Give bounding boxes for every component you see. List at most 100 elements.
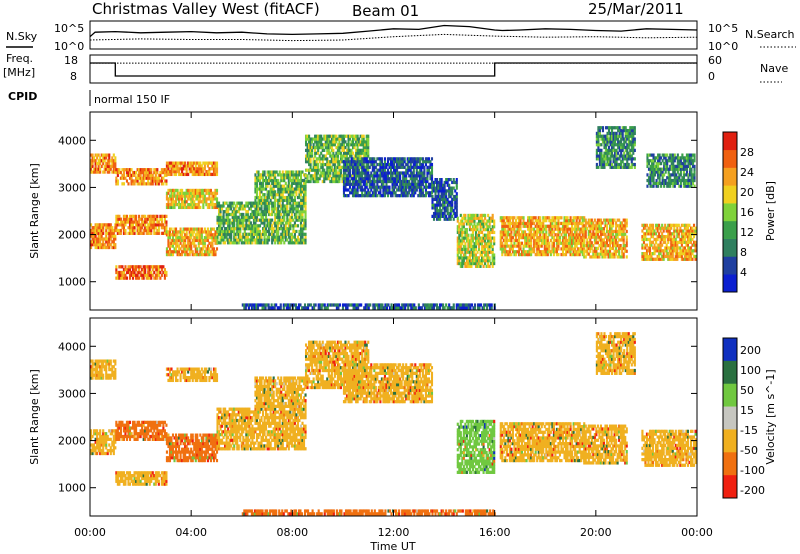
heatmap-cell — [461, 227, 464, 232]
nsearch-tick-bottom: 10^0 — [708, 40, 738, 53]
heatmap-cell — [205, 250, 208, 254]
heatmap-cell — [100, 226, 103, 230]
heatmap-cell — [420, 179, 423, 184]
heatmap-cell — [619, 224, 622, 228]
heatmap-cell — [124, 276, 127, 280]
heatmap-cell — [403, 185, 406, 189]
heatmap-cell — [580, 216, 583, 220]
heatmap-cell — [102, 237, 105, 241]
heatmap-cell — [148, 220, 151, 224]
heatmap-cell — [571, 221, 574, 226]
heatmap-cell — [327, 140, 330, 144]
heatmap-cell — [160, 220, 163, 224]
heatmap-cell — [312, 162, 315, 167]
heatmap-cell — [216, 218, 219, 222]
heatmap-cell — [527, 244, 530, 248]
heatmap-cell — [461, 230, 464, 235]
heatmap-cell — [128, 265, 132, 269]
heatmap-cell — [209, 227, 212, 231]
heatmap-cell — [412, 171, 415, 175]
heatmap-cell — [394, 168, 397, 172]
heatmap-cell — [406, 160, 409, 164]
heatmap-cell — [374, 179, 377, 184]
heatmap-cell — [203, 241, 206, 245]
heatmap-cell — [399, 179, 402, 184]
heatmap-cell — [302, 204, 306, 208]
heatmap-cell — [173, 188, 176, 193]
heatmap-cell — [184, 167, 187, 171]
heatmap-cell — [587, 221, 590, 225]
heatmap-cell — [181, 200, 184, 204]
heatmap-cell — [474, 216, 478, 220]
heatmap-cell — [580, 247, 583, 251]
heatmap-cell — [581, 241, 584, 245]
heatmap-cell — [352, 185, 355, 189]
heatmap-cell — [531, 216, 534, 220]
heatmap-cell — [462, 244, 465, 249]
heatmap-cell — [615, 249, 618, 253]
heatmap-cell — [233, 227, 236, 231]
heatmap-cell — [173, 167, 176, 171]
heatmap-cell — [311, 174, 314, 178]
heatmap-cell — [599, 235, 602, 239]
heatmap-cell — [476, 233, 479, 237]
heatmap-cell — [157, 182, 160, 186]
heatmap-cell — [362, 151, 365, 155]
heatmap-cell — [371, 168, 374, 172]
heatmap-cell — [386, 188, 390, 192]
heatmap-cell — [122, 173, 125, 177]
heatmap-cell — [274, 170, 277, 174]
heatmap-cell — [228, 232, 231, 236]
heatmap-cell — [188, 167, 191, 171]
heatmap-cell — [266, 221, 269, 225]
heatmap-cell — [380, 194, 383, 198]
heatmap-cell — [402, 179, 405, 184]
heatmap-cell — [265, 238, 268, 242]
heatmap-cell — [468, 219, 471, 223]
heatmap-cell — [188, 194, 191, 198]
heatmap-cell — [353, 168, 356, 172]
heatmap-cell — [94, 170, 97, 174]
heatmap-cell — [358, 162, 361, 167]
heatmap-cell — [281, 218, 284, 222]
heatmap-cell — [510, 241, 513, 245]
heatmap-cell — [258, 193, 262, 197]
heatmap-cell — [476, 242, 479, 246]
heatmap-cell — [287, 235, 290, 239]
heatmap-cell — [470, 239, 473, 243]
heatmap-cell — [138, 173, 141, 177]
heatmap-cell — [96, 237, 99, 241]
heatmap-cell — [133, 226, 136, 230]
heatmap-cell — [94, 243, 97, 247]
heatmap-cell — [237, 241, 240, 245]
heatmap-cell — [254, 173, 257, 177]
heatmap-cell — [365, 179, 368, 184]
heatmap-cell — [333, 165, 336, 169]
heatmap-cell — [336, 174, 339, 178]
heatmap-cell — [225, 235, 228, 239]
heatmap-cell — [284, 176, 287, 180]
heatmap-cell — [111, 164, 114, 169]
heatmap-cell — [451, 206, 454, 210]
heatmap-cell — [367, 134, 370, 138]
heatmap-cell — [487, 250, 490, 254]
heatmap-cell — [130, 217, 133, 221]
heatmap-cell — [255, 193, 259, 197]
heatmap-cell — [165, 191, 168, 195]
heatmap-cell — [188, 250, 191, 254]
heatmap-cell — [451, 192, 454, 196]
heatmap-cell — [239, 207, 242, 211]
heatmap-cell — [292, 178, 295, 183]
heatmap-cell — [212, 205, 216, 210]
heatmap-cell — [572, 238, 575, 243]
heatmap-cell — [624, 232, 627, 236]
heatmap-cell — [356, 185, 359, 189]
heatmap-cell — [185, 205, 188, 210]
heatmap-cell — [281, 235, 284, 239]
heatmap-cell — [298, 204, 301, 208]
heatmap-cell — [564, 227, 568, 231]
heatmap-cell — [513, 230, 516, 234]
heatmap-cell — [317, 145, 320, 150]
heatmap-cell — [459, 230, 462, 235]
heatmap-cell — [289, 221, 292, 225]
